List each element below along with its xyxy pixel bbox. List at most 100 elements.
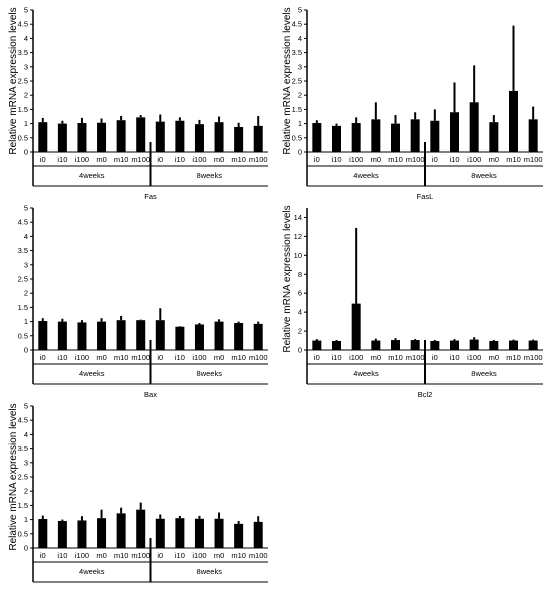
y-tick-label: 3.5 <box>18 246 28 255</box>
x-tick-label: m100 <box>131 551 150 560</box>
y-tick-label: 2 <box>24 487 28 496</box>
y-tick-label: 4.5 <box>18 218 28 227</box>
x-tick-label: i0 <box>314 155 320 164</box>
y-tick-label: 3.5 <box>18 48 28 57</box>
bar-i100-8 <box>194 124 204 152</box>
y-tick-label: 4 <box>24 232 28 241</box>
bar-m0-3 <box>371 119 381 152</box>
bar-m10-10 <box>234 323 244 350</box>
bar-m0-3 <box>97 321 107 350</box>
bar-i100-8 <box>194 518 204 548</box>
bar-i100-2 <box>351 303 361 350</box>
bar-m0-9 <box>214 321 224 350</box>
y-tick-label: 3 <box>298 62 302 71</box>
y-tick-label: 10 <box>294 251 302 260</box>
bar-i10-7 <box>175 120 185 152</box>
x-tick-label: i100 <box>192 353 206 362</box>
y-tick-label: 0 <box>298 148 302 157</box>
bar-i0-6 <box>430 341 440 350</box>
x-tick-label: i0 <box>157 551 163 560</box>
x-tick-label: i100 <box>75 551 89 560</box>
y-tick-label: 5 <box>24 402 28 411</box>
y-tick-label: 1 <box>298 119 302 128</box>
bar-m100-11 <box>253 125 263 152</box>
bar-m0-9 <box>214 518 224 548</box>
x-tick-label: i0 <box>157 155 163 164</box>
y-tick-label: 4 <box>298 34 302 43</box>
y-tick-label: 3.5 <box>18 444 28 453</box>
group-label: 8weeks <box>197 171 223 180</box>
y-tick-label: 1.5 <box>292 105 302 114</box>
y-tick-label: 1 <box>24 317 28 326</box>
bar-m0-9 <box>489 341 499 350</box>
x-tick-label: i0 <box>432 353 438 362</box>
y-tick-label: 14 <box>294 213 302 222</box>
bar-i0-6 <box>155 121 165 152</box>
x-tick-label: m10 <box>231 155 246 164</box>
x-tick-label: i100 <box>467 353 481 362</box>
x-tick-label: m0 <box>489 353 499 362</box>
y-tick-label: 0 <box>24 346 28 355</box>
bar-i10-7 <box>175 518 185 548</box>
gene-label: FasL <box>417 192 434 201</box>
bar-m10-10 <box>509 90 518 152</box>
bar-i10-1 <box>57 321 67 350</box>
y-tick-label: 8 <box>298 270 302 279</box>
bar-m10-4 <box>116 513 126 548</box>
x-tick-label: i100 <box>192 155 206 164</box>
y-tick-label: 2.5 <box>292 77 302 86</box>
x-tick-label: m10 <box>388 353 403 362</box>
panel-caspase3: 0 0.5 1 1.5 2 2.5 3 3.5 4 4.5 5 Relative mRNA expre… <box>8 402 268 589</box>
x-tick-label: m100 <box>131 353 150 362</box>
bar-i10-7 <box>450 340 459 350</box>
group-label: 4weeks <box>353 171 379 180</box>
bar-m10-10 <box>509 340 518 350</box>
x-tick-label: m100 <box>249 353 268 362</box>
y-axis-title: Relative mRNA expression levels <box>8 403 19 550</box>
x-tick-label: i10 <box>331 155 341 164</box>
x-tick-label: m0 <box>214 155 224 164</box>
panel-fas: 0 0.5 1 1.5 2 2.5 3 3.5 4 4.5 5 Relative mRNA expre… <box>8 6 268 201</box>
y-tick-label: 3.5 <box>292 48 302 57</box>
y-tick-label: 1.5 <box>18 501 28 510</box>
bar-m100-11 <box>528 119 538 152</box>
x-tick-label: m100 <box>131 155 150 164</box>
bar-m10-4 <box>391 340 400 350</box>
y-tick-label: 1 <box>24 515 28 524</box>
y-tick-label: 12 <box>294 232 302 241</box>
x-tick-label: i0 <box>432 155 438 164</box>
y-tick-label: 5 <box>24 6 28 15</box>
x-tick-label: m100 <box>524 155 543 164</box>
x-tick-label: i10 <box>57 155 67 164</box>
gene-label: Fas <box>144 192 157 201</box>
y-tick-label: 2 <box>298 327 302 336</box>
y-tick-label: 2.5 <box>18 275 28 284</box>
bar-m100-5 <box>136 320 146 350</box>
x-tick-label: i100 <box>192 551 206 560</box>
x-tick-label: m10 <box>506 353 521 362</box>
x-tick-label: m10 <box>231 353 246 362</box>
bar-i0-6 <box>155 320 165 350</box>
y-tick-label: 0.5 <box>18 529 28 538</box>
group-label: 8weeks <box>197 369 223 378</box>
y-tick-label: 4 <box>24 430 28 439</box>
y-tick-label: 0 <box>24 544 28 553</box>
x-tick-label: m0 <box>96 353 106 362</box>
bar-i100-8 <box>469 102 479 152</box>
bar-m100-5 <box>136 509 146 548</box>
bar-m100-5 <box>410 119 420 152</box>
bar-i100-2 <box>77 322 87 350</box>
y-tick-label: 0 <box>298 346 302 355</box>
y-axis-title: Relative mRNA expression levels <box>8 7 19 154</box>
x-tick-label: m0 <box>214 353 224 362</box>
x-tick-label: m10 <box>388 155 403 164</box>
y-tick-label: 3 <box>24 260 28 269</box>
y-tick-label: 1.5 <box>18 303 28 312</box>
group-label: 8weeks <box>471 171 497 180</box>
y-tick-label: 0.5 <box>292 133 302 142</box>
bar-i10-1 <box>332 341 341 350</box>
x-tick-label: i100 <box>75 155 89 164</box>
x-tick-label: i10 <box>175 551 185 560</box>
